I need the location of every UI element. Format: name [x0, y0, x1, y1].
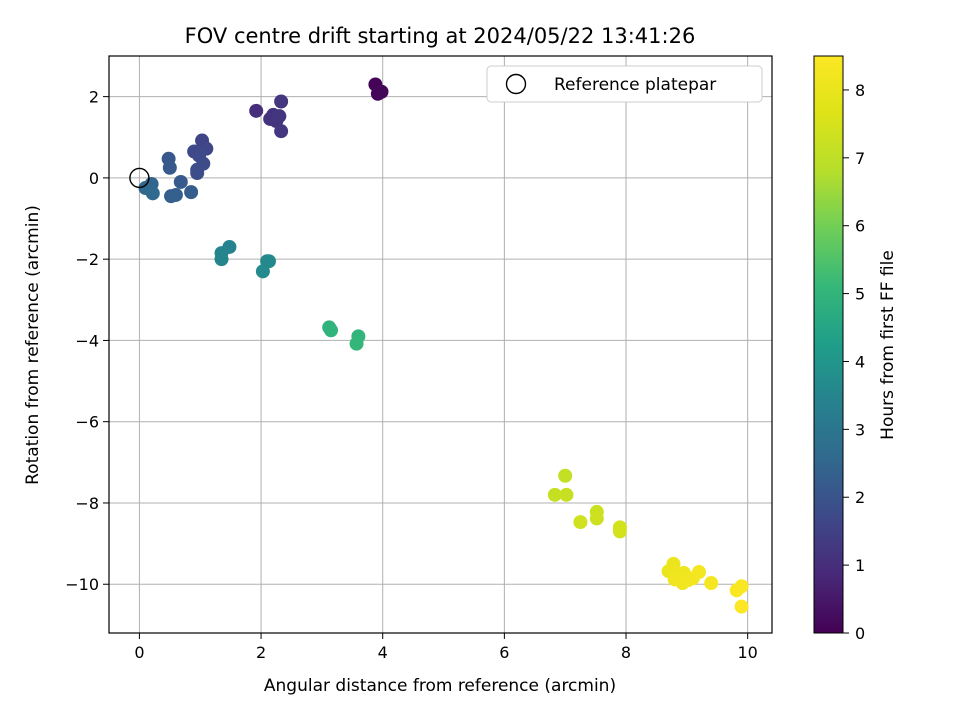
- data-point: [272, 109, 287, 124]
- data-point: [173, 174, 188, 189]
- colorbar-tick-label: 0: [855, 624, 865, 643]
- data-point: [145, 186, 160, 201]
- x-tick-label: 2: [256, 643, 266, 662]
- data-point: [734, 579, 749, 594]
- x-tick-label: 0: [134, 643, 144, 662]
- y-tick-label: −8: [75, 494, 99, 513]
- x-tick-label: 6: [499, 643, 509, 662]
- legend-entry-reference: Reference platepar: [554, 75, 716, 95]
- legend-box: [486, 65, 763, 103]
- colorbar-tick-label: 6: [855, 217, 865, 236]
- data-point: [261, 254, 276, 269]
- colorbar-ticks: 0 1 2 3 4 5 6 7 8: [843, 81, 865, 643]
- colorbar-gradient: [813, 55, 844, 634]
- x-tick-label: 10: [737, 643, 757, 662]
- data-point: [612, 524, 627, 539]
- data-point: [249, 103, 264, 118]
- y-axis-ticks: 2 0 −2 −4 −6 −8 −10: [65, 88, 109, 594]
- legend-reference-marker: [505, 73, 527, 95]
- y-tick-label: −2: [75, 250, 99, 269]
- colorbar-tick-label: 7: [855, 149, 865, 168]
- y-tick-label: −10: [65, 575, 99, 594]
- chart-title: FOV centre drift starting at 2024/05/22 …: [185, 24, 696, 48]
- grid-lines: [109, 56, 772, 633]
- data-point: [589, 511, 604, 526]
- data-point: [704, 576, 719, 591]
- data-point: [184, 185, 199, 200]
- x-tick-label: 4: [378, 643, 388, 662]
- data-point: [734, 599, 749, 614]
- colorbar-tick-label: 2: [855, 488, 865, 507]
- data-point: [164, 189, 179, 204]
- colorbar-tick-label: 3: [855, 420, 865, 439]
- y-tick-label: 2: [89, 88, 99, 107]
- x-axis-label: Angular distance from reference (arcmin): [264, 676, 616, 696]
- data-point: [255, 264, 270, 279]
- y-tick-label: −6: [75, 413, 99, 432]
- data-point: [274, 94, 289, 109]
- x-axis-ticks: 0 2 4 6 8 10: [134, 633, 758, 662]
- data-point: [349, 336, 364, 351]
- colorbar-tick-label: 4: [855, 352, 865, 371]
- data-point: [558, 468, 573, 483]
- y-axis-label: Rotation from reference (arcmin): [23, 205, 43, 485]
- data-point: [692, 565, 707, 580]
- reference-platepar-marker: [129, 167, 150, 189]
- data-point: [214, 252, 229, 267]
- data-point: [162, 160, 177, 175]
- data-point: [190, 166, 205, 181]
- colorbar-tick-label: 8: [855, 81, 865, 100]
- data-point: [573, 515, 588, 530]
- plot-frame: [108, 55, 773, 634]
- data-point: [374, 84, 389, 99]
- colorbar-tick-label: 1: [855, 556, 865, 575]
- data-point: [324, 323, 339, 338]
- data-point: [547, 487, 562, 502]
- legend: Reference platepar: [486, 65, 763, 103]
- x-tick-label: 8: [621, 643, 631, 662]
- data-point: [274, 124, 289, 139]
- colorbar-label: Hours from first FF file: [878, 250, 898, 440]
- reference-marker-group: [129, 167, 150, 189]
- data-point: [559, 487, 574, 502]
- y-tick-label: −4: [75, 331, 99, 350]
- y-tick-label: 0: [89, 169, 99, 188]
- data-points: [138, 77, 749, 614]
- colorbar: 0 1 2 3 4 5 6 7 8 Hours from first FF file: [813, 55, 898, 643]
- colorbar-tick-label: 5: [855, 285, 865, 304]
